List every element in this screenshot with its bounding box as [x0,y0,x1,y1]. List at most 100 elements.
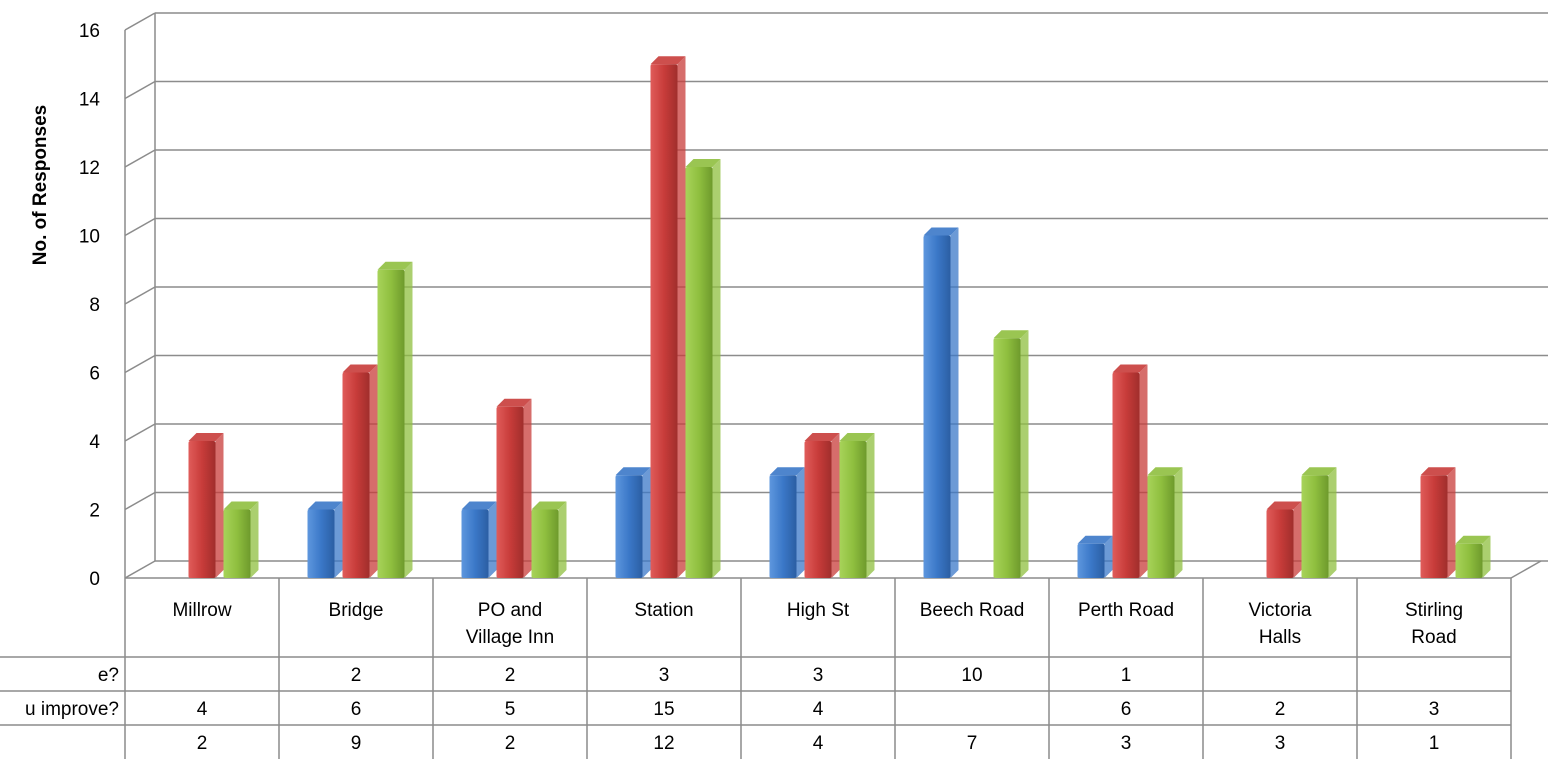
data-table: Millrow Bridge PO and Village Inn Station Hig… [0,578,1512,759]
category-label: Millrow [172,600,231,621]
data-label: 7 [967,733,978,754]
bar-front [461,509,489,578]
bar-side [250,501,259,578]
data-label: 4 [813,699,824,720]
gridline-side-6 [124,354,156,374]
bar-1-0 [188,433,224,578]
bar-front [188,441,216,578]
bar-side [404,261,413,578]
gridline-side-0 [124,560,156,579]
y-tick-label: 16 [79,21,100,42]
category-label: Beech Road [920,600,1025,621]
bar-side [831,433,840,578]
bar-0-6 [1077,535,1113,578]
bar-side [1293,501,1302,578]
gridline-side-12 [124,149,156,168]
bars [188,56,1491,578]
category-label: PO and [478,600,542,621]
bar-2-3 [685,159,721,578]
bar-front [377,269,405,578]
data-label: 4 [813,733,824,754]
bar-front [342,372,370,578]
bar-side [1020,330,1029,578]
bar-top [461,501,497,510]
bar-side [1328,467,1337,578]
bar-front [1301,475,1329,578]
bar-front [531,509,559,578]
y-tick-label: 6 [89,364,100,385]
bar-front [769,475,797,578]
data-label: 2 [505,733,516,754]
category-label: High St [787,600,850,621]
axis-labels: 0 2 4 6 8 10 12 14 16 No. of Responses [30,21,100,590]
series-label: e? [98,665,119,686]
bar-top [804,433,840,441]
bar-top [1455,535,1491,544]
data-label: 15 [653,699,674,720]
gridline-side-16 [124,12,156,31]
data-label: 2 [197,733,208,754]
bar-top [188,433,224,441]
gridline-side-2 [124,491,156,511]
bar-2-1 [377,261,413,578]
bar-front [496,406,524,578]
bar-front [1112,372,1140,578]
bar-2-7 [1301,467,1337,578]
data-label: 5 [505,699,516,720]
bar-top [307,501,343,510]
bar-side [1482,535,1491,578]
bar-side [558,501,567,578]
bar-1-6 [1112,364,1148,578]
bar-side [1104,535,1113,578]
bar-top [1077,535,1113,544]
bar-top [923,227,959,236]
data-label: 2 [505,665,516,686]
bar-1-4 [804,433,840,578]
data-label: 2 [1275,699,1286,720]
data-label: 3 [1121,733,1132,754]
data-label: 3 [1275,733,1286,754]
bar-side [523,398,532,578]
y-tick-label: 10 [79,227,100,248]
bar-top [531,501,567,510]
bar-top [377,261,413,270]
data-label: 6 [1121,699,1132,720]
category-label: Road [1411,627,1456,648]
category-label: Perth Road [1078,600,1174,621]
bar-top [1147,467,1183,476]
bar-2-2 [531,501,567,578]
bar-0-2 [461,501,497,578]
data-label: 1 [1429,733,1440,754]
bar-1-1 [342,364,378,578]
y-tick-label: 12 [79,158,100,179]
bar-side [796,467,805,578]
bar-front [1455,543,1483,578]
bar-top [1112,364,1148,373]
y-axis-label: No. of Responses [30,105,51,265]
bar-1-3 [650,56,686,578]
bar-side [334,501,343,578]
bar-top [496,398,532,407]
y-tick-label: 14 [79,90,101,111]
bar-top [615,467,651,476]
bar-front [615,475,643,578]
bar-side [642,467,651,578]
data-label: 9 [351,733,362,754]
data-label: 12 [653,733,674,754]
bar-side [488,501,497,578]
bar-top [685,159,721,167]
bar-side [677,56,686,578]
bar-side [1174,467,1183,578]
floor-right-edge [1510,560,1542,579]
bar-top [650,56,686,65]
bar-front [1266,509,1294,578]
gridline-side-4 [124,423,156,442]
category-label: Victoria [1248,600,1311,621]
category-label: Bridge [329,600,384,621]
bar-side [866,433,875,578]
bar-front [685,167,713,578]
bar-side [1139,364,1148,578]
bar-front [1420,475,1448,578]
bar-side [712,159,721,578]
